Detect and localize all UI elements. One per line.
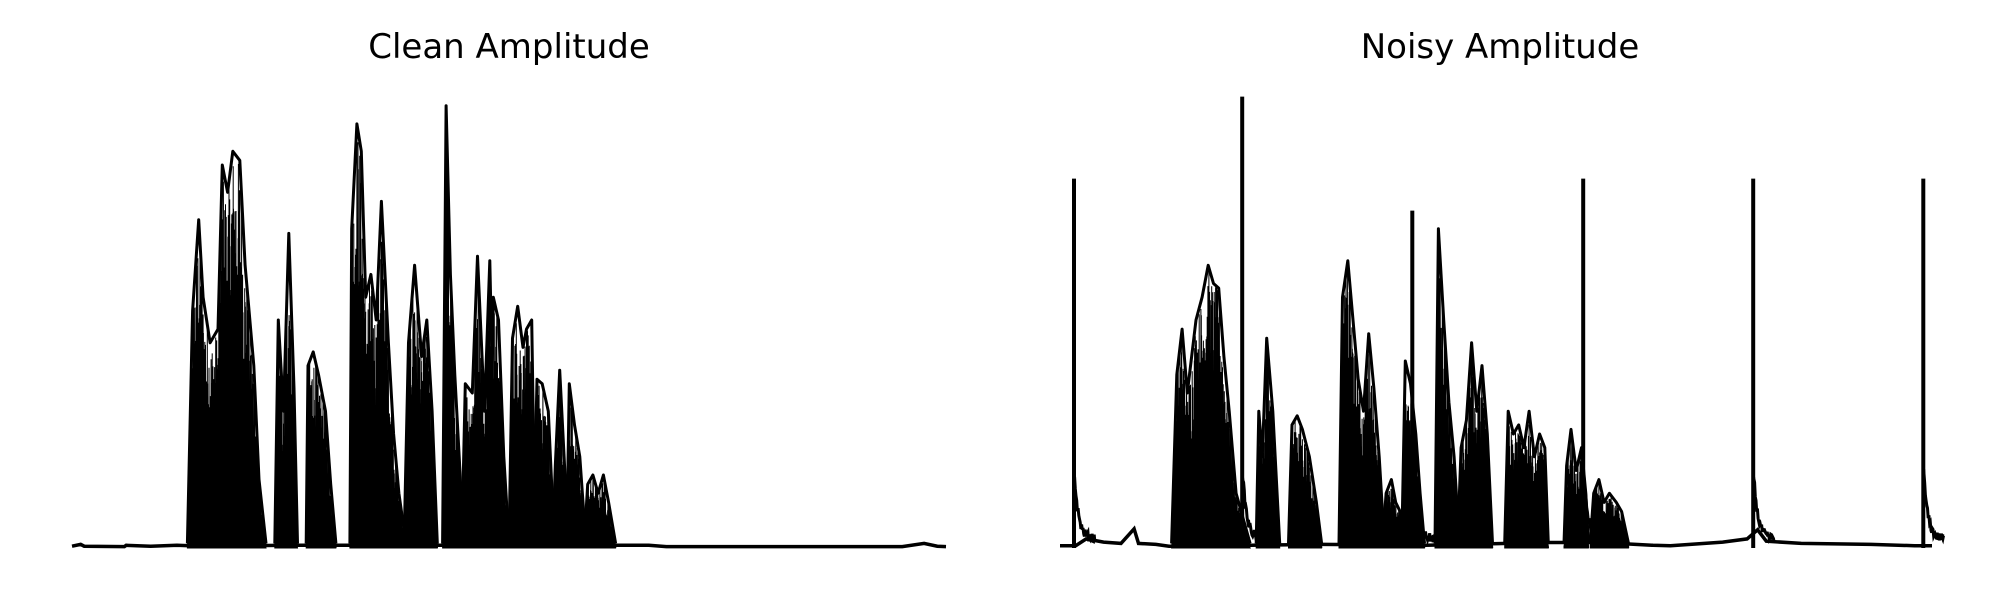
amplitude-burst-fill	[1171, 269, 1252, 549]
amplitude-burst-peak	[488, 295, 511, 544]
amplitude-burst-peak	[1588, 478, 1630, 544]
amplitude-burst-peak	[348, 122, 408, 544]
amplitude-burst-fill	[1504, 424, 1550, 549]
amplitude-burst-peak	[1503, 409, 1550, 544]
amplitude-burst-peak	[460, 254, 498, 544]
noisy-amplitude-title: Noisy Amplitude	[1361, 27, 1640, 67]
amplitude-burst-fill	[1589, 481, 1630, 549]
amplitude-spike-tail	[1410, 474, 1435, 546]
amplitude-burst-peak	[582, 473, 618, 544]
amplitude-burst-peak	[441, 104, 466, 544]
amplitude-burst-fill	[442, 160, 465, 549]
clean-amplitude-panel: Clean Amplitude	[71, 27, 947, 549]
amplitude-burst-fill	[508, 323, 536, 549]
amplitude-spike-tail	[1751, 474, 1776, 545]
amplitude-spike-tail	[1072, 474, 1097, 544]
amplitude-burst-fill	[1457, 352, 1494, 549]
noisy-amplitude-plot-area	[1060, 96, 1945, 549]
amplitude-burst-peak	[565, 382, 588, 544]
amplitude-burst-peak	[507, 304, 537, 544]
amplitude-burst-fill	[583, 476, 617, 549]
amplitude-spike-tail	[1582, 473, 1606, 542]
amplitude-burst-peak	[532, 377, 556, 544]
amplitude-spike-tail	[1922, 468, 1945, 545]
amplitude-burst-peak	[1456, 341, 1494, 544]
clean-amplitude-plot-area	[71, 104, 947, 549]
amplitude-burst-peak	[1254, 336, 1282, 544]
clean-amplitude-title: Clean Amplitude	[368, 27, 650, 67]
amplitude-burst-peak	[551, 368, 570, 544]
amplitude-burst-fill	[1338, 269, 1386, 549]
amplitude-burst-fill	[1434, 257, 1461, 549]
amplitude-burst-peak	[304, 350, 338, 544]
amplitude-burst-fill	[186, 163, 267, 549]
amplitude-burst-fill	[1288, 420, 1323, 549]
amplitude-burst-peak	[273, 231, 299, 544]
noisy-amplitude-panel: Noisy Amplitude	[1060, 27, 1945, 549]
amplitude-burst-peak	[1287, 414, 1324, 544]
amplitude-spike-tail	[1240, 474, 1265, 544]
amplitude-burst-fill	[274, 306, 299, 549]
amplitude-burst-peak	[1170, 263, 1252, 544]
amplitude-burst-peak	[185, 149, 268, 544]
amplitude-burst-peak	[402, 263, 439, 544]
amplitude-burst-peak	[1433, 227, 1461, 544]
amplitude-burst-peak	[1337, 259, 1386, 544]
amplitude-burst-fill	[349, 142, 407, 549]
